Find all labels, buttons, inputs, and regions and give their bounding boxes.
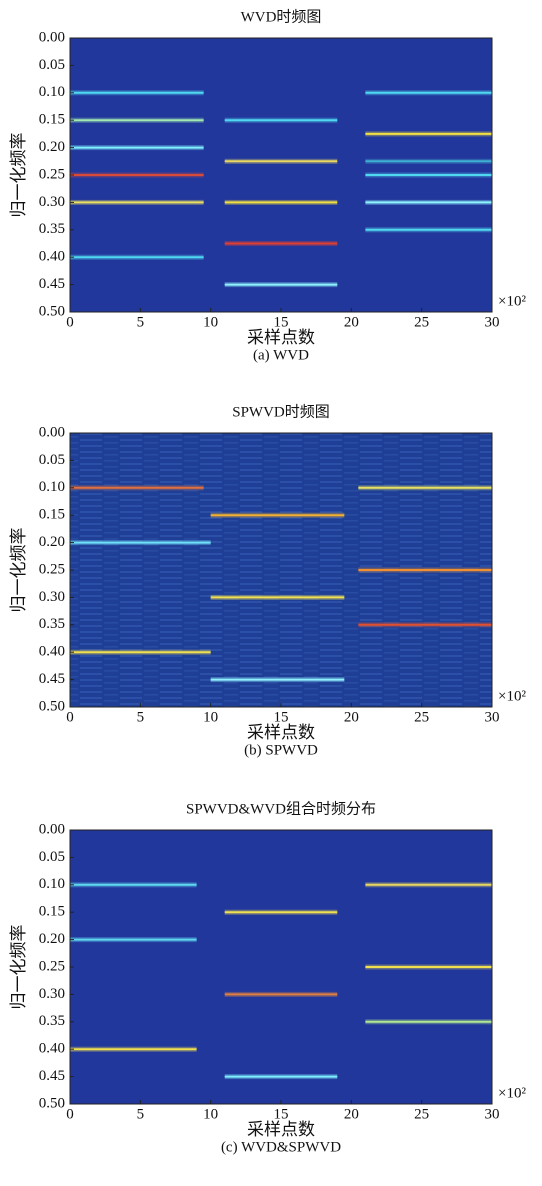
y-tick-label: 0.45 [39, 671, 65, 687]
y-tick-label: 0.50 [39, 698, 65, 714]
y-tick-label: 0.25 [39, 958, 65, 974]
x-tick-label: 15 [274, 709, 289, 725]
y-tick-label: 0.00 [39, 821, 65, 837]
x-tick-label: 10 [203, 1106, 218, 1122]
y-axis-label: 归一化频率 [9, 528, 28, 613]
x-multiplier: ×10² [498, 293, 526, 309]
y-tick-label: 0.50 [39, 303, 65, 319]
x-axis-label: 采样点数 [247, 328, 315, 347]
chart-title: SPWVD时频图 [232, 403, 330, 420]
y-tick-label: 0.30 [39, 194, 65, 210]
x-tick-label: 15 [274, 314, 289, 330]
x-multiplier: ×10² [498, 688, 526, 704]
x-tick-label: 25 [414, 314, 429, 330]
chart-title: SPWVD&WVD组合时频分布 [186, 800, 376, 817]
y-tick-label: 0.30 [39, 986, 65, 1002]
y-tick-label: 0.10 [39, 479, 65, 495]
x-tick-label: 0 [66, 314, 74, 330]
x-tick-label: 5 [137, 314, 145, 330]
y-tick-label: 0.35 [39, 616, 65, 632]
x-tick-label: 20 [344, 1106, 359, 1122]
y-tick-label: 0.15 [39, 904, 65, 920]
y-tick-label: 0.40 [39, 644, 65, 660]
y-tick-label: 0.30 [39, 589, 65, 605]
y-tick-label: 0.00 [39, 29, 65, 45]
y-tick-label: 0.10 [39, 84, 65, 100]
y-tick-label: 0.50 [39, 1095, 65, 1111]
x-tick-label: 30 [485, 709, 500, 725]
x-multiplier: ×10² [498, 1085, 526, 1101]
chart-title: WVD时频图 [241, 8, 322, 25]
x-axis-label: 采样点数 [247, 1120, 315, 1139]
y-tick-label: 0.15 [39, 507, 65, 523]
x-tick-label: 20 [344, 314, 359, 330]
y-tick-label: 0.10 [39, 876, 65, 892]
x-tick-label: 30 [485, 314, 500, 330]
x-tick-label: 20 [344, 709, 359, 725]
y-tick-label: 0.40 [39, 249, 65, 265]
x-tick-label: 25 [414, 709, 429, 725]
y-tick-label: 0.35 [39, 221, 65, 237]
x-tick-label: 0 [66, 709, 74, 725]
y-tick-label: 0.25 [39, 166, 65, 182]
y-tick-label: 0.05 [39, 452, 65, 468]
y-tick-label: 0.05 [39, 849, 65, 865]
y-tick-label: 0.20 [39, 534, 65, 550]
x-tick-label: 10 [203, 709, 218, 725]
y-tick-label: 0.40 [39, 1041, 65, 1057]
y-tick-label: 0.00 [39, 424, 65, 440]
x-tick-label: 25 [414, 1106, 429, 1122]
x-tick-label: 0 [66, 1106, 74, 1122]
y-tick-label: 0.20 [39, 139, 65, 155]
y-tick-label: 0.45 [39, 1068, 65, 1084]
x-tick-label: 10 [203, 314, 218, 330]
y-tick-label: 0.45 [39, 276, 65, 292]
x-axis-label: 采样点数 [247, 723, 315, 742]
y-tick-label: 0.15 [39, 112, 65, 128]
y-axis-label: 归一化频率 [9, 133, 28, 218]
x-tick-label: 30 [485, 1106, 500, 1122]
caption: (a) WVD [253, 347, 309, 363]
x-tick-label: 5 [137, 1106, 145, 1122]
x-tick-label: 15 [274, 1106, 289, 1122]
x-tick-label: 5 [137, 709, 145, 725]
y-tick-label: 0.25 [39, 561, 65, 577]
y-tick-label: 0.20 [39, 931, 65, 947]
caption: (b) SPWVD [244, 742, 318, 758]
caption: (c) WVD&SPWVD [221, 1139, 341, 1155]
y-tick-label: 0.05 [39, 57, 65, 73]
y-axis-label: 归一化频率 [9, 925, 28, 1010]
y-tick-label: 0.35 [39, 1013, 65, 1029]
